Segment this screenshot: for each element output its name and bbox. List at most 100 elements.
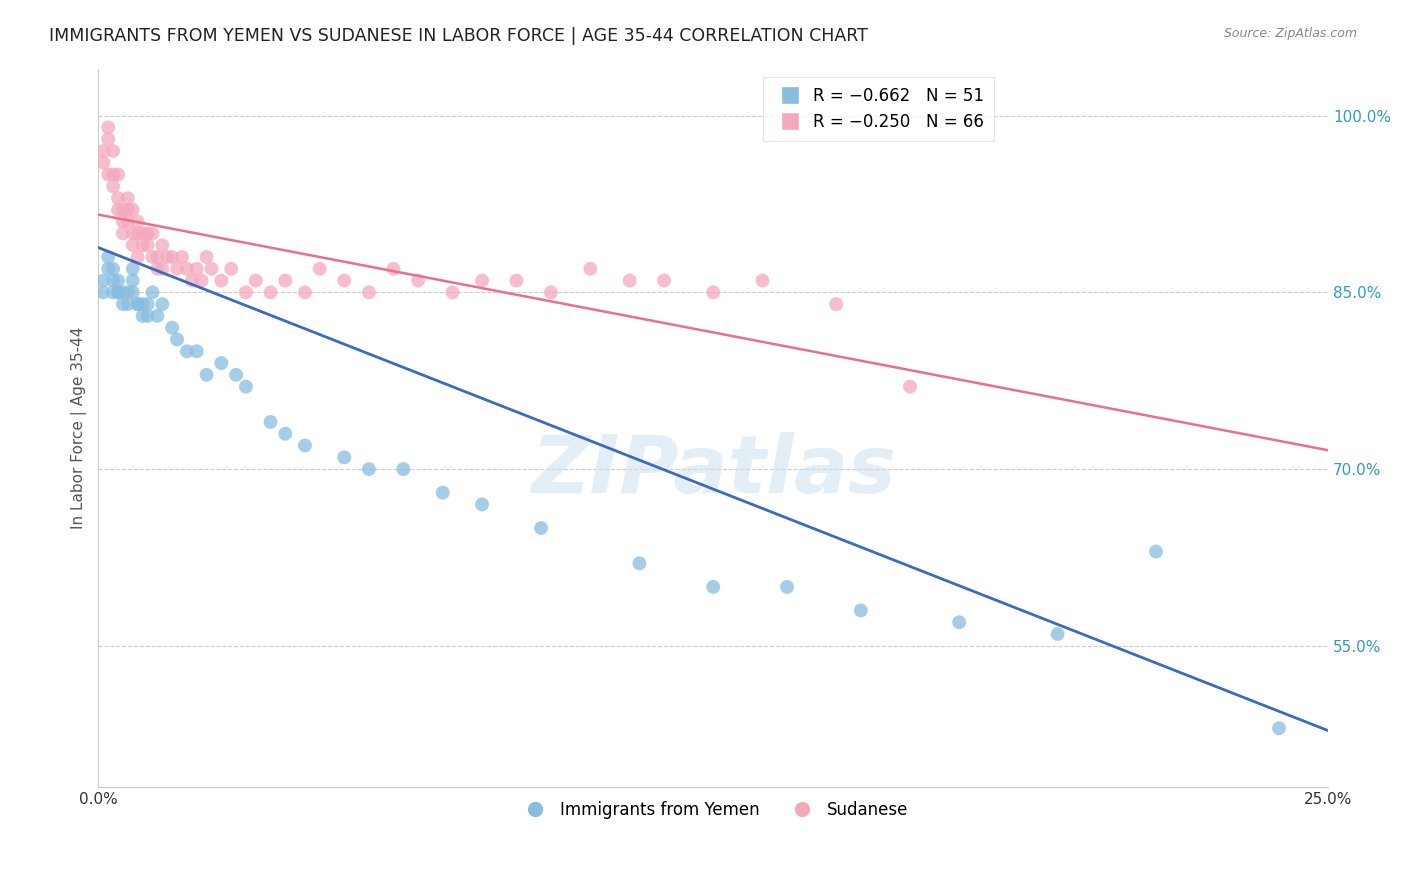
Point — [1046, 627, 1069, 641]
Point — [530, 521, 553, 535]
Point — [97, 250, 120, 264]
Point — [1268, 721, 1291, 735]
Point — [274, 274, 297, 288]
Point — [176, 261, 198, 276]
Point — [107, 191, 129, 205]
Point — [91, 144, 114, 158]
Point — [432, 485, 454, 500]
Point — [136, 227, 159, 241]
Point — [121, 285, 143, 300]
Point — [333, 274, 356, 288]
Point — [117, 191, 139, 205]
Point — [131, 227, 153, 241]
Point — [505, 274, 527, 288]
Point — [97, 168, 120, 182]
Point — [357, 285, 380, 300]
Point — [333, 450, 356, 465]
Point — [200, 261, 222, 276]
Point — [190, 274, 212, 288]
Point — [121, 261, 143, 276]
Legend: Immigrants from Yemen, Sudanese: Immigrants from Yemen, Sudanese — [512, 794, 914, 826]
Point — [294, 438, 316, 452]
Point — [652, 274, 675, 288]
Point — [121, 274, 143, 288]
Point — [136, 238, 159, 252]
Point — [170, 250, 193, 264]
Point — [91, 274, 114, 288]
Point — [195, 368, 218, 382]
Point — [141, 250, 163, 264]
Point — [156, 250, 179, 264]
Point — [121, 202, 143, 217]
Point — [150, 297, 173, 311]
Text: IMMIGRANTS FROM YEMEN VS SUDANESE IN LABOR FORCE | AGE 35-44 CORRELATION CHART: IMMIGRANTS FROM YEMEN VS SUDANESE IN LAB… — [49, 27, 868, 45]
Point — [751, 274, 773, 288]
Point — [186, 261, 208, 276]
Point — [150, 238, 173, 252]
Point — [127, 227, 149, 241]
Point — [176, 344, 198, 359]
Point — [127, 297, 149, 311]
Point — [97, 120, 120, 135]
Text: ZIPatlas: ZIPatlas — [530, 432, 896, 510]
Point — [776, 580, 799, 594]
Point — [117, 215, 139, 229]
Point — [131, 238, 153, 252]
Point — [898, 379, 921, 393]
Point — [948, 615, 970, 630]
Point — [471, 274, 494, 288]
Point — [127, 297, 149, 311]
Point — [471, 497, 494, 511]
Point — [235, 285, 257, 300]
Point — [141, 285, 163, 300]
Point — [131, 309, 153, 323]
Point — [107, 274, 129, 288]
Point — [101, 285, 124, 300]
Point — [308, 261, 330, 276]
Point — [121, 238, 143, 252]
Point — [111, 297, 134, 311]
Point — [849, 603, 872, 617]
Point — [628, 557, 651, 571]
Point — [97, 132, 120, 146]
Point — [150, 261, 173, 276]
Point — [166, 333, 188, 347]
Point — [186, 344, 208, 359]
Point — [406, 274, 429, 288]
Point — [136, 309, 159, 323]
Text: Source: ZipAtlas.com: Source: ZipAtlas.com — [1223, 27, 1357, 40]
Point — [219, 261, 242, 276]
Point — [540, 285, 562, 300]
Y-axis label: In Labor Force | Age 35-44: In Labor Force | Age 35-44 — [72, 326, 87, 529]
Point — [209, 274, 232, 288]
Point — [382, 261, 405, 276]
Point — [97, 261, 120, 276]
Point — [91, 285, 114, 300]
Point — [195, 250, 218, 264]
Point — [127, 250, 149, 264]
Point — [101, 274, 124, 288]
Point — [91, 155, 114, 169]
Point — [107, 285, 129, 300]
Point — [619, 274, 641, 288]
Point — [825, 297, 848, 311]
Point — [101, 144, 124, 158]
Point — [146, 309, 169, 323]
Point — [107, 202, 129, 217]
Point — [146, 261, 169, 276]
Point — [245, 274, 267, 288]
Point — [702, 285, 724, 300]
Point — [357, 462, 380, 476]
Point — [166, 261, 188, 276]
Point — [101, 168, 124, 182]
Point — [141, 227, 163, 241]
Point — [107, 168, 129, 182]
Point — [225, 368, 247, 382]
Point — [1144, 544, 1167, 558]
Point — [160, 320, 183, 334]
Point — [101, 179, 124, 194]
Point — [274, 426, 297, 441]
Point — [392, 462, 415, 476]
Point — [121, 227, 143, 241]
Point — [259, 415, 281, 429]
